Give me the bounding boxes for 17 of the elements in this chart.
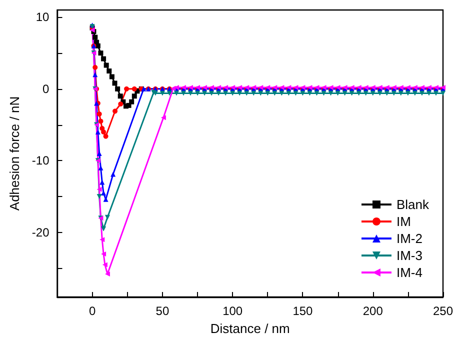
y-tick-label: -20: [32, 225, 50, 240]
x-tick-label: 150: [292, 304, 314, 318]
y-tick-label: 10: [36, 10, 50, 24]
legend-label: IM-2: [396, 231, 422, 246]
x-tick-label: 50: [156, 304, 170, 318]
legend-label: IM: [396, 214, 411, 229]
x-tick-label: 100: [222, 304, 243, 318]
legend-label: IM-3: [396, 248, 422, 263]
legend-label: Blank: [396, 197, 430, 212]
x-tick-label: 0: [88, 304, 96, 318]
x-tick-label: 250: [432, 304, 454, 318]
y-tick-label: 0: [42, 82, 50, 96]
x-axis-title: Distance / nm: [210, 320, 290, 336]
legend-label: IM-4: [396, 265, 422, 280]
x-tick-label: 200: [362, 304, 384, 318]
y-tick-label: -10: [32, 154, 50, 168]
y-axis-title: Adhesion force / nN: [7, 96, 22, 211]
